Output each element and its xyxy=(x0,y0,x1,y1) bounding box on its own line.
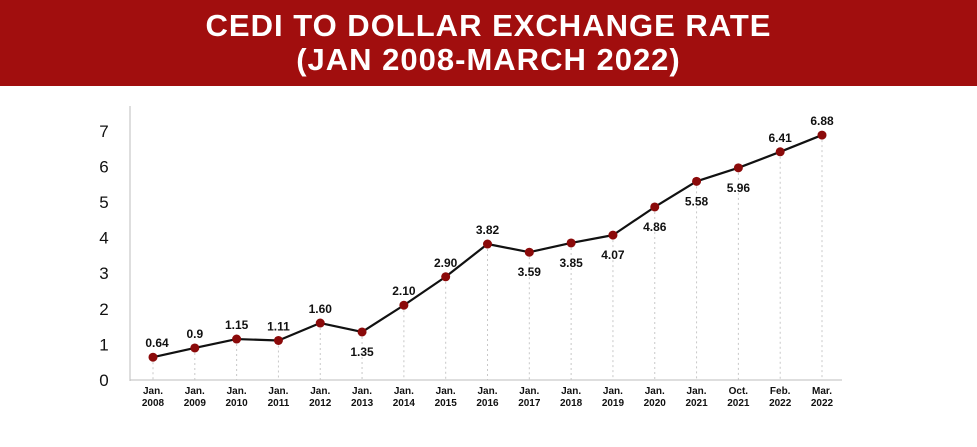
x-tick-label: Feb. 2022 xyxy=(769,386,792,409)
x-tick-label: Jan. 2008 xyxy=(142,386,165,409)
data-label: 0.9 xyxy=(186,327,203,341)
y-tick-label: 3 xyxy=(99,264,108,283)
x-tick-label: Jan. 2015 xyxy=(435,386,458,409)
data-label: 1.60 xyxy=(309,302,333,316)
y-tick-label: 1 xyxy=(99,335,108,354)
x-tick-label: Mar. 2022 xyxy=(811,386,834,409)
data-label: 5.58 xyxy=(685,194,709,208)
x-tick-label: Jan. 2010 xyxy=(226,386,249,409)
data-point xyxy=(608,230,618,240)
data-point xyxy=(315,318,325,328)
y-tick-label: 5 xyxy=(99,193,108,212)
x-tick-label: Jan. 2020 xyxy=(644,386,667,409)
data-label: 3.85 xyxy=(559,256,583,270)
data-label: 3.59 xyxy=(518,265,542,279)
x-tick-label: Jan. 2021 xyxy=(685,386,708,409)
x-tick-label: Jan. 2018 xyxy=(560,386,583,409)
data-point xyxy=(733,163,743,173)
data-label: 4.86 xyxy=(643,220,667,234)
data-point xyxy=(692,176,702,186)
data-point xyxy=(775,147,785,157)
x-tick-label: Jan. 2019 xyxy=(602,386,625,409)
data-label: 6.88 xyxy=(810,114,834,128)
y-tick-label: 7 xyxy=(99,122,108,141)
y-tick-label: 6 xyxy=(99,157,108,176)
data-point xyxy=(273,335,283,345)
x-tick-label: Oct. 2021 xyxy=(727,386,750,409)
data-point xyxy=(357,327,367,337)
y-tick-label: 2 xyxy=(99,300,108,319)
data-point xyxy=(524,247,534,257)
x-tick-label: Jan. 2016 xyxy=(476,386,499,409)
data-label: 2.10 xyxy=(392,284,416,298)
x-tick-label: Jan. 2011 xyxy=(268,386,290,409)
data-label: 1.15 xyxy=(225,318,249,332)
y-tick-label: 4 xyxy=(99,229,108,248)
data-point xyxy=(817,130,827,140)
data-label: 1.35 xyxy=(350,345,374,359)
chart-title-line-2: (JAN 2008-MARCH 2022) xyxy=(296,42,681,77)
data-label: 1.11 xyxy=(267,319,290,333)
data-point xyxy=(483,239,492,249)
title-banner: CEDI TO DOLLAR EXCHANGE RATE (JAN 2008-M… xyxy=(0,0,977,86)
data-point xyxy=(190,343,200,353)
data-label: 3.82 xyxy=(476,223,500,237)
y-tick-label: 0 xyxy=(99,371,108,390)
x-tick-label: Jan. 2009 xyxy=(184,386,207,409)
x-tick-label: Jan. 2017 xyxy=(518,386,541,409)
data-point xyxy=(148,352,158,362)
chart-title-line-1: CEDI TO DOLLAR EXCHANGE RATE xyxy=(205,8,772,43)
line-chart: 0 1 2 3 4 5 6 7 Jan. 2008 Jan. 2009 Jan. 2010 Jan. 2011… xyxy=(99,106,842,409)
data-point xyxy=(399,300,409,310)
data-label: 5.96 xyxy=(727,181,751,195)
data-label: 0.64 xyxy=(145,336,169,350)
data-label: 4.07 xyxy=(601,248,625,262)
data-label: 2.90 xyxy=(434,256,458,270)
data-point xyxy=(232,334,242,344)
x-tick-label: Jan. 2014 xyxy=(393,386,416,409)
x-tick-label: Jan. 2012 xyxy=(309,386,332,409)
x-tick-label: Jan. 2013 xyxy=(351,386,374,409)
data-point xyxy=(441,272,451,282)
data-point xyxy=(650,202,660,212)
data-label: 6.41 xyxy=(769,131,793,145)
data-point xyxy=(566,238,576,248)
